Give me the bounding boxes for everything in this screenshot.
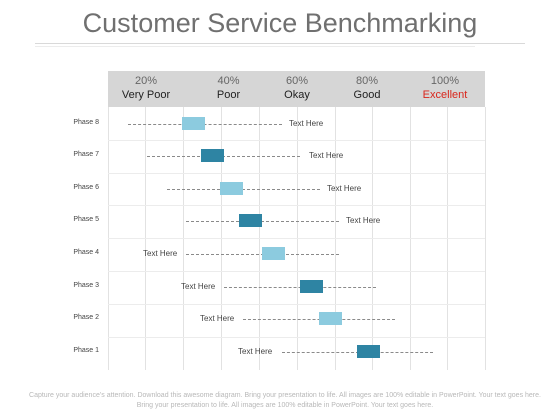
row-divider (108, 205, 485, 207)
scale-excellent: 100% Excellent (405, 71, 485, 107)
row-divider (108, 303, 485, 305)
scale-label: Good (353, 89, 381, 101)
row-divider (108, 139, 485, 141)
range-line (167, 189, 320, 190)
title-divider (35, 43, 525, 44)
phase-label: Phase 1 (73, 347, 99, 354)
phase-bar (239, 214, 262, 227)
grid-line (485, 107, 486, 370)
scale-label: Poor (216, 89, 241, 101)
phase-text: Text Here (346, 216, 381, 225)
scale-very-poor: 20% Very Poor (108, 71, 184, 107)
rating-scale-header: 20% Very Poor 40% Poor 60% Okay 80% Good… (108, 71, 485, 107)
phase-label: Phase 4 (73, 249, 99, 256)
phase-bar (262, 247, 285, 260)
phase-bar (300, 280, 323, 293)
phase-text: Text Here (327, 184, 362, 193)
phase-text: Text Here (289, 119, 324, 128)
scale-label: Excellent (422, 89, 468, 101)
range-line (128, 124, 282, 125)
phase-text: Text Here (238, 347, 273, 356)
footer-caption: Capture your audience’s attention. Downl… (29, 392, 541, 409)
phase-text: Text Here (181, 282, 216, 291)
phase-label: Phase 6 (73, 184, 99, 191)
range-line (186, 221, 339, 222)
page-title: Customer Service Benchmarking (82, 8, 478, 38)
scale-percent: 80% (355, 75, 379, 87)
scale-percent: 20% (134, 75, 158, 87)
row-divider (108, 336, 485, 338)
phase-text: Text Here (200, 314, 235, 323)
phase-bar (220, 182, 243, 195)
row-divider (108, 172, 485, 174)
phase-bar (182, 117, 205, 130)
phase-bar (357, 345, 380, 358)
phase-bar (201, 149, 224, 162)
phase-label: Phase 5 (73, 216, 99, 223)
scale-percent: 40% (217, 75, 240, 87)
row-divider (108, 271, 485, 272)
scale-poor: 40% Poor (184, 71, 273, 107)
phase-label: Phase 8 (73, 119, 99, 126)
phase-text: Text Here (309, 151, 344, 160)
scale-label: Very Poor (121, 89, 171, 101)
phase-label: Phase 2 (73, 314, 99, 321)
phase-label: Phase 7 (73, 151, 99, 158)
scale-percent: 60% (285, 75, 309, 87)
benchmark-plot-area (108, 107, 486, 370)
scale-label: Okay (284, 89, 310, 101)
phase-label: Phase 3 (73, 282, 99, 289)
scale-percent: 100% (430, 75, 460, 87)
row-divider (108, 238, 485, 240)
scale-good: 80% Good (329, 71, 405, 107)
phase-bar (319, 312, 342, 325)
phase-text: Text Here (143, 249, 178, 258)
title-divider-secondary (35, 46, 475, 47)
scale-okay: 60% Okay (258, 71, 336, 107)
